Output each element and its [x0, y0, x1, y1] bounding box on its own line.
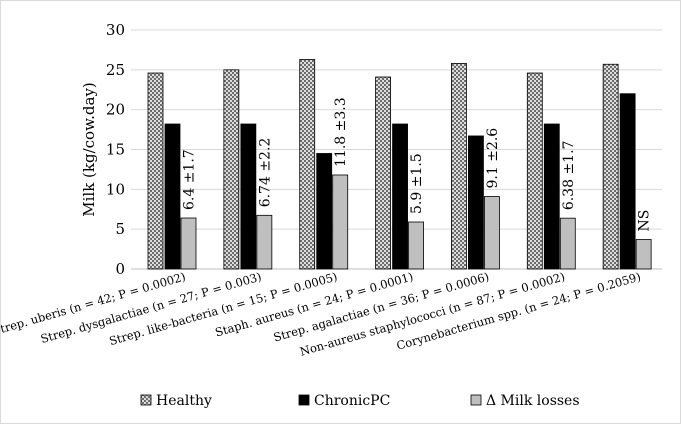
legend-label-chronicpc: ChronicPC: [314, 393, 390, 409]
bar-milk-losses-5: [559, 217, 576, 270]
bar-milk-losses-6: [635, 239, 652, 270]
bar-healthy-3: [375, 76, 391, 270]
bar-chronicpc-0: [164, 123, 181, 270]
legend-label-healthy: Healthy: [156, 393, 212, 409]
bar-milk-losses-0: [180, 217, 197, 270]
bar-healthy-6: [602, 63, 619, 270]
bar-chronicpc-4: [468, 135, 484, 270]
legend-swatch-chronicpc: [298, 394, 310, 406]
y-tick-label: 10: [106, 180, 125, 198]
y-tick-label: 20: [106, 101, 125, 119]
y-tick-label: 15: [106, 141, 125, 159]
y-axis-title: Milk (kg/cow.day): [80, 82, 98, 217]
bar-healthy-1: [223, 69, 240, 270]
data-label-1: 6.74 ±2.2: [257, 138, 273, 208]
bar-chronicpc-3: [392, 123, 408, 270]
data-label-5: 6.38 ±1.7: [561, 141, 577, 211]
bar-milk-losses-4: [484, 196, 500, 270]
bar-healthy-0: [147, 72, 164, 270]
data-label-4: 9.1 ±2.6: [485, 128, 501, 189]
bar-healthy-2: [299, 59, 316, 270]
y-tick-label: 5: [115, 220, 125, 238]
bar-healthy-4: [451, 63, 467, 270]
data-label-0: 6.4 ±1.7: [182, 149, 198, 210]
data-label-2: 11.8 ±3.3: [333, 97, 349, 167]
bar-chronicpc-5: [543, 123, 560, 270]
bar-milk-losses-2: [332, 174, 349, 270]
y-tick-label: 0: [115, 260, 125, 278]
bar-chronicpc-2: [316, 153, 333, 270]
bar-chronicpc-1: [240, 123, 257, 270]
y-tick-label: 25: [106, 61, 125, 79]
legend-swatch-healthy: [140, 394, 152, 406]
bar-milk-losses-1: [256, 214, 273, 270]
data-label-6: NS: [637, 210, 653, 232]
legend-swatch-milk-losses: [470, 394, 482, 406]
bar-chronicpc-6: [619, 93, 636, 270]
y-tick-label: 30: [106, 21, 125, 39]
bar-milk-losses-3: [408, 221, 424, 270]
data-label-3: 5.9 ±1.5: [409, 153, 425, 214]
bar-healthy-5: [526, 72, 543, 270]
legend-label-milk-losses: Δ Milk losses: [486, 393, 580, 409]
